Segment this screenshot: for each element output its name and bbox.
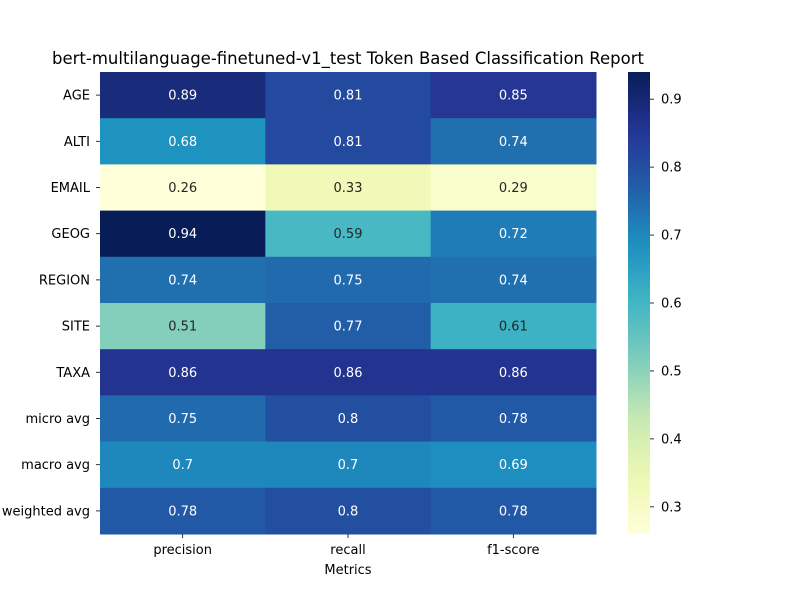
heatmap-cell [100,441,266,489]
cell-value-label: 0.86 [334,366,363,381]
heatmap-cell [100,487,266,535]
row-label: SITE [62,320,90,335]
heatmap-cell [430,395,597,443]
heatmap-cell [430,441,597,489]
chart-title: bert-multilanguage-finetuned-v1_test Tok… [52,49,644,69]
heatmap-cell [265,164,432,212]
colorbar-tick-label: 0.6 [661,297,682,312]
heatmap-cell [265,487,432,535]
colorbar [628,72,650,534]
cell-value-label: 0.89 [168,89,197,104]
heatmap-cell [430,349,597,396]
heatmap-cell [265,395,432,443]
row-label: REGION [39,273,90,288]
heatmap-cell [265,210,432,258]
heatmap-cell [100,349,266,396]
row-label: macro avg [21,458,90,473]
heatmap-cell [430,256,597,304]
cell-value-label: 0.74 [499,135,528,150]
cell-value-label: 0.86 [168,366,197,381]
colorbar-tick-label: 0.9 [661,93,682,108]
heatmap-cell [430,72,597,119]
row-label: AGE [63,89,90,104]
cell-value-label: 0.8 [338,412,359,427]
heatmap-cell [430,164,597,212]
cell-value-label: 0.59 [334,227,363,242]
cell-value-label: 0.78 [168,504,197,519]
row-label: micro avg [26,412,90,427]
cell-value-label: 0.69 [499,458,528,473]
cell-value-label: 0.8 [338,504,359,519]
heatmap-cell [100,256,266,304]
heatmap-cell [100,72,266,119]
cell-value-label: 0.74 [499,273,528,288]
cell-value-label: 0.29 [499,181,528,196]
cell-value-label: 0.78 [499,504,528,519]
row-label: GEOG [51,227,90,242]
heatmap-cell [430,210,597,258]
row-label: ALTI [64,135,90,150]
cell-value-label: 0.72 [499,227,528,242]
colorbar-tick-label: 0.7 [661,229,682,244]
colorbar-tick-label: 0.8 [661,161,682,176]
column-label: f1-score [487,543,539,558]
cell-value-label: 0.75 [334,273,363,288]
column-label: recall [330,543,365,558]
cell-value-label: 0.78 [499,412,528,427]
heatmap-cell [430,303,597,350]
cell-value-label: 0.7 [338,458,359,473]
cell-value-label: 0.94 [168,227,197,242]
heatmap-cell [265,349,432,396]
heatmap-cell [265,118,432,165]
heatmap-cell [100,164,266,212]
row-label: EMAIL [51,181,91,196]
colorbar-tick-label: 0.4 [661,432,682,447]
heatmap-cell [100,395,266,443]
cell-value-label: 0.7 [172,458,193,473]
heatmap-cell [265,303,432,350]
x-axis-label: Metrics [324,563,371,578]
heatmap-cell [430,118,597,165]
colorbar-tick-label: 0.5 [661,364,682,379]
row-label: TAXA [55,366,90,381]
cell-value-label: 0.85 [499,89,528,104]
column-labels: precision recall f1-score [153,534,540,558]
cell-value-label: 0.81 [334,89,363,104]
colorbar-ticks: 0.3 0.4 0.5 0.6 0.7 0.8 0.9 [650,93,682,515]
heatmap-cell [100,210,266,258]
heatmap-cell [265,256,432,304]
cell-value-label: 0.61 [499,320,528,335]
cell-value-label: 0.77 [334,320,363,335]
cell-value-label: 0.33 [334,181,363,196]
row-label: weighted avg [2,504,90,519]
colorbar-tick-label: 0.3 [661,500,682,515]
heatmap-cell [100,303,266,350]
heatmap-cell [100,118,266,165]
cell-value-label: 0.68 [168,135,197,150]
row-labels: AGE ALTI EMAIL GEOG REGION SITE TAXA micro avg m… [2,89,100,519]
heatmap-cell [265,72,432,119]
heatmap-cell [430,487,597,535]
cell-value-label: 0.86 [499,366,528,381]
cell-value-label: 0.51 [168,320,197,335]
heatmap-cells: 0.89 0.81 0.85 0.68 0.81 0.74 0.26 0.33 0.29 0.94… [100,72,597,535]
cell-value-label: 0.81 [334,135,363,150]
cell-value-label: 0.74 [168,273,197,288]
column-label: precision [153,543,212,558]
cell-value-label: 0.26 [168,181,197,196]
cell-value-label: 0.75 [168,412,197,427]
heatmap-cell [265,441,432,489]
